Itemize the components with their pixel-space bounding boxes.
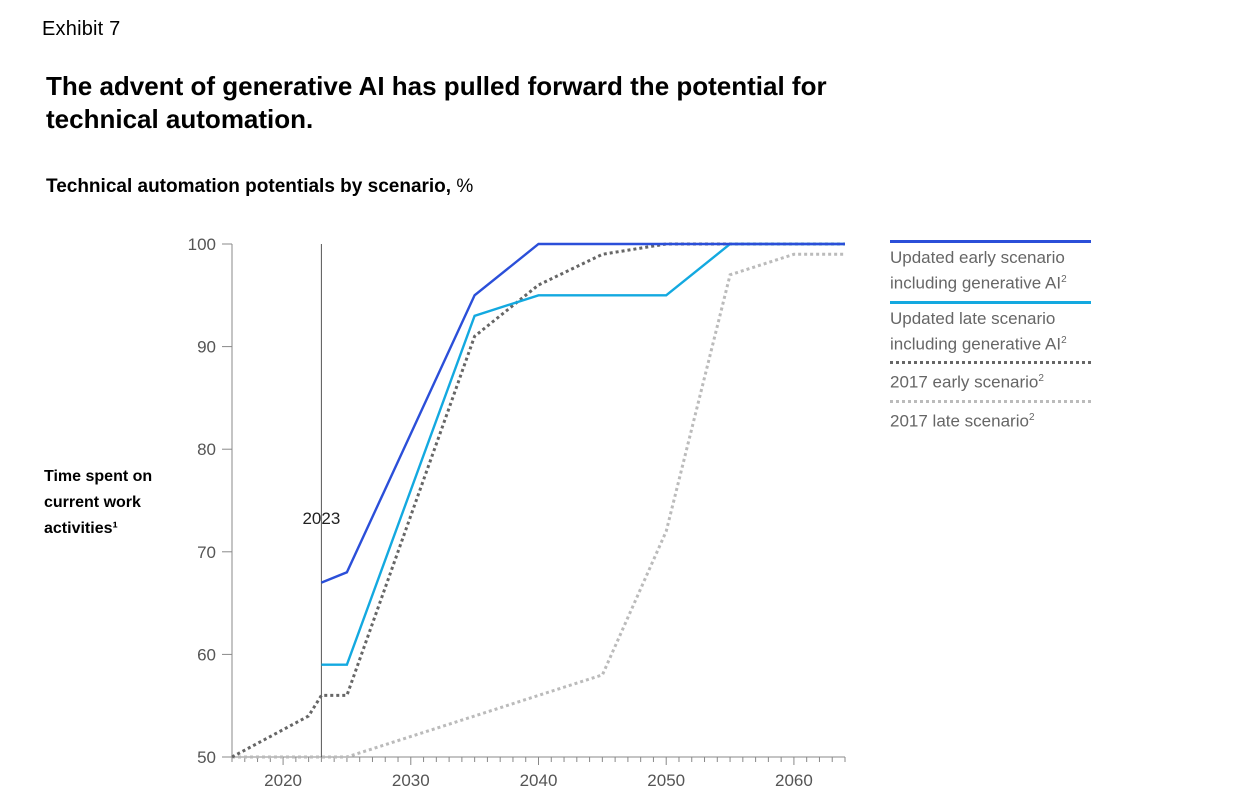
- legend: Updated early scenario including generati…: [890, 240, 1095, 439]
- legend-label: Updated early scenario including generati…: [890, 243, 1095, 301]
- legend-label-line: 2017 late scenario: [890, 411, 1029, 431]
- y-tick-label: 50: [197, 748, 216, 767]
- legend-label: 2017 early scenario2: [890, 364, 1095, 400]
- y-tick-label: 60: [197, 645, 216, 664]
- chart-title: The advent of generative AI has pulled f…: [46, 71, 827, 134]
- series-line-1: [321, 242, 845, 666]
- legend-item-2017-late: 2017 late scenario2: [890, 399, 1095, 439]
- footnote-mark: 2: [1061, 274, 1067, 285]
- y-tick-label: 100: [188, 235, 216, 254]
- y-axis-label-line: current work: [44, 494, 141, 511]
- y-tick-label: 90: [197, 338, 216, 357]
- subtitle-unit: %: [451, 176, 474, 197]
- legend-item-2017-early: 2017 early scenario2: [890, 361, 1095, 400]
- legend-item-updated-late: Updated late scenario including generativ…: [890, 300, 1095, 362]
- x-tick-label: 2040: [520, 771, 558, 790]
- legend-label: 2017 late scenario2: [890, 403, 1095, 439]
- y-axis-label: Time spent on current work activities¹: [44, 464, 152, 542]
- y-tick-label: 80: [197, 440, 216, 459]
- footnote-mark: 2: [1061, 334, 1067, 346]
- legend-swatch: [890, 399, 1091, 403]
- legend-label: Updated late scenario including generativ…: [890, 304, 1095, 362]
- subtitle-bold: Technical automation potentials by scena…: [46, 176, 452, 197]
- series-line-0: [320, 242, 845, 584]
- legend-label-line: including generative AI: [890, 273, 1062, 293]
- legend-label-line: 2017 early scenario: [890, 372, 1039, 392]
- y-tick-label: 70: [197, 543, 216, 562]
- legend-swatch: [890, 240, 1091, 243]
- chart-subtitle: Technical automation potentials by scena…: [46, 176, 473, 198]
- series-line-2: [231, 242, 845, 759]
- x-tick-label: 2050: [647, 771, 685, 790]
- footnote-mark: 2: [1028, 411, 1035, 423]
- reference-line-label: 2023: [302, 509, 340, 528]
- y-axis-label-line: activities¹: [44, 520, 118, 537]
- legend-label-line: Updated early scenario: [890, 248, 1065, 267]
- y-axis-label-line: Time spent on: [44, 468, 153, 485]
- legend-label-line: Updated late scenario: [890, 308, 1056, 328]
- x-tick-label: 2030: [392, 771, 430, 790]
- x-tick-label: 2020: [264, 771, 302, 790]
- footnote-mark: 2: [1038, 373, 1044, 385]
- legend-label-line: including generative AI: [890, 334, 1062, 354]
- legend-swatch: [890, 300, 1091, 304]
- legend-swatch: [890, 361, 1091, 365]
- exhibit-label: Exhibit 7: [42, 18, 121, 40]
- series-line-3: [232, 252, 845, 759]
- x-tick-label: 2060: [775, 771, 813, 790]
- legend-item-updated-early: Updated early scenario including generati…: [890, 240, 1095, 301]
